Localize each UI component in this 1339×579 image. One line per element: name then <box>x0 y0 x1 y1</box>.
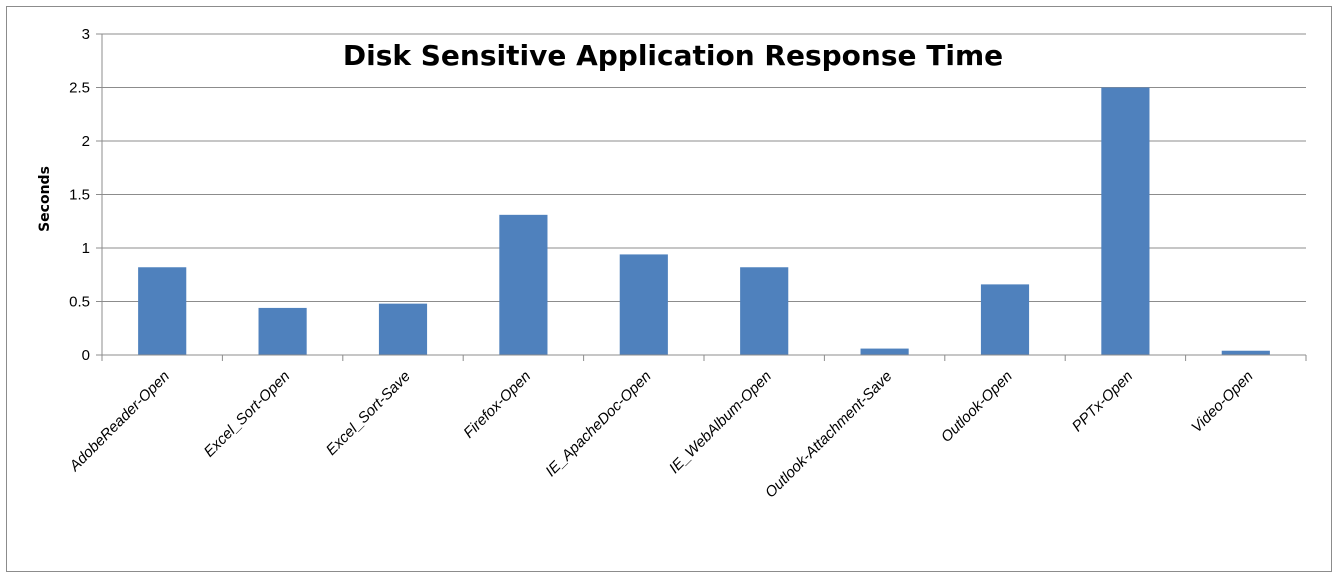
y-tick-label: 2 <box>82 133 90 150</box>
bar-adobereader-open <box>138 267 187 355</box>
x-category-label: AdobeReader-Open <box>66 368 173 475</box>
x-category-labels: AdobeReader-Open Excel_Sort-Open Excel_Sor… <box>66 368 1257 501</box>
x-category-label: Outlook-Open <box>938 368 1016 446</box>
y-tick-label: 1 <box>82 240 90 257</box>
bar-video-open <box>1221 350 1270 355</box>
bar-excel-sort-save <box>378 303 428 355</box>
bar-outlook-open <box>980 284 1030 355</box>
y-axis-title: Seconds <box>37 166 53 232</box>
bar-ie-webalbum-open <box>740 267 789 355</box>
x-category-label: Outlook-Attachment-Save <box>762 368 895 501</box>
bar-chart: 0 0.5 1 1.5 2 2.5 3 AdobeReader-Open Excel_Sort… <box>37 26 1307 501</box>
y-tick-labels: 0 0.5 1 1.5 2 2.5 3 <box>69 26 90 364</box>
x-category-label: PPTx-Open <box>1069 368 1136 435</box>
y-tick-label: 3 <box>82 26 90 43</box>
chart-frame: 0 0.5 1 1.5 2 2.5 3 AdobeReader-Open Excel_Sort… <box>6 6 1332 572</box>
bar-excel-sort-open <box>258 307 307 355</box>
bar-outlook-attachment-save <box>860 348 909 355</box>
chart-title: Disk Sensitive Application Response Time <box>343 39 1003 72</box>
x-category-label: Excel_Sort-Save <box>323 368 414 459</box>
y-tick-label: 0.5 <box>69 294 90 311</box>
bars <box>138 87 1270 355</box>
bar-ie-apachedoc-open <box>619 254 668 355</box>
bar-firefox-open <box>499 214 548 355</box>
x-category-label: Firefox-Open <box>460 368 534 442</box>
x-category-label: Excel_Sort-Open <box>201 368 294 461</box>
y-tick-label: 1.5 <box>69 187 90 204</box>
y-tick-label: 2.5 <box>69 80 90 97</box>
bar-pptx-open <box>1101 87 1150 355</box>
x-category-label: IE_ApacheDoc-Open <box>542 368 654 480</box>
axes <box>96 33 1307 361</box>
x-category-label: IE_WebAlbum-Open <box>666 368 775 477</box>
y-tick-label: 0 <box>82 347 90 364</box>
x-category-label: Video-Open <box>1188 368 1256 436</box>
